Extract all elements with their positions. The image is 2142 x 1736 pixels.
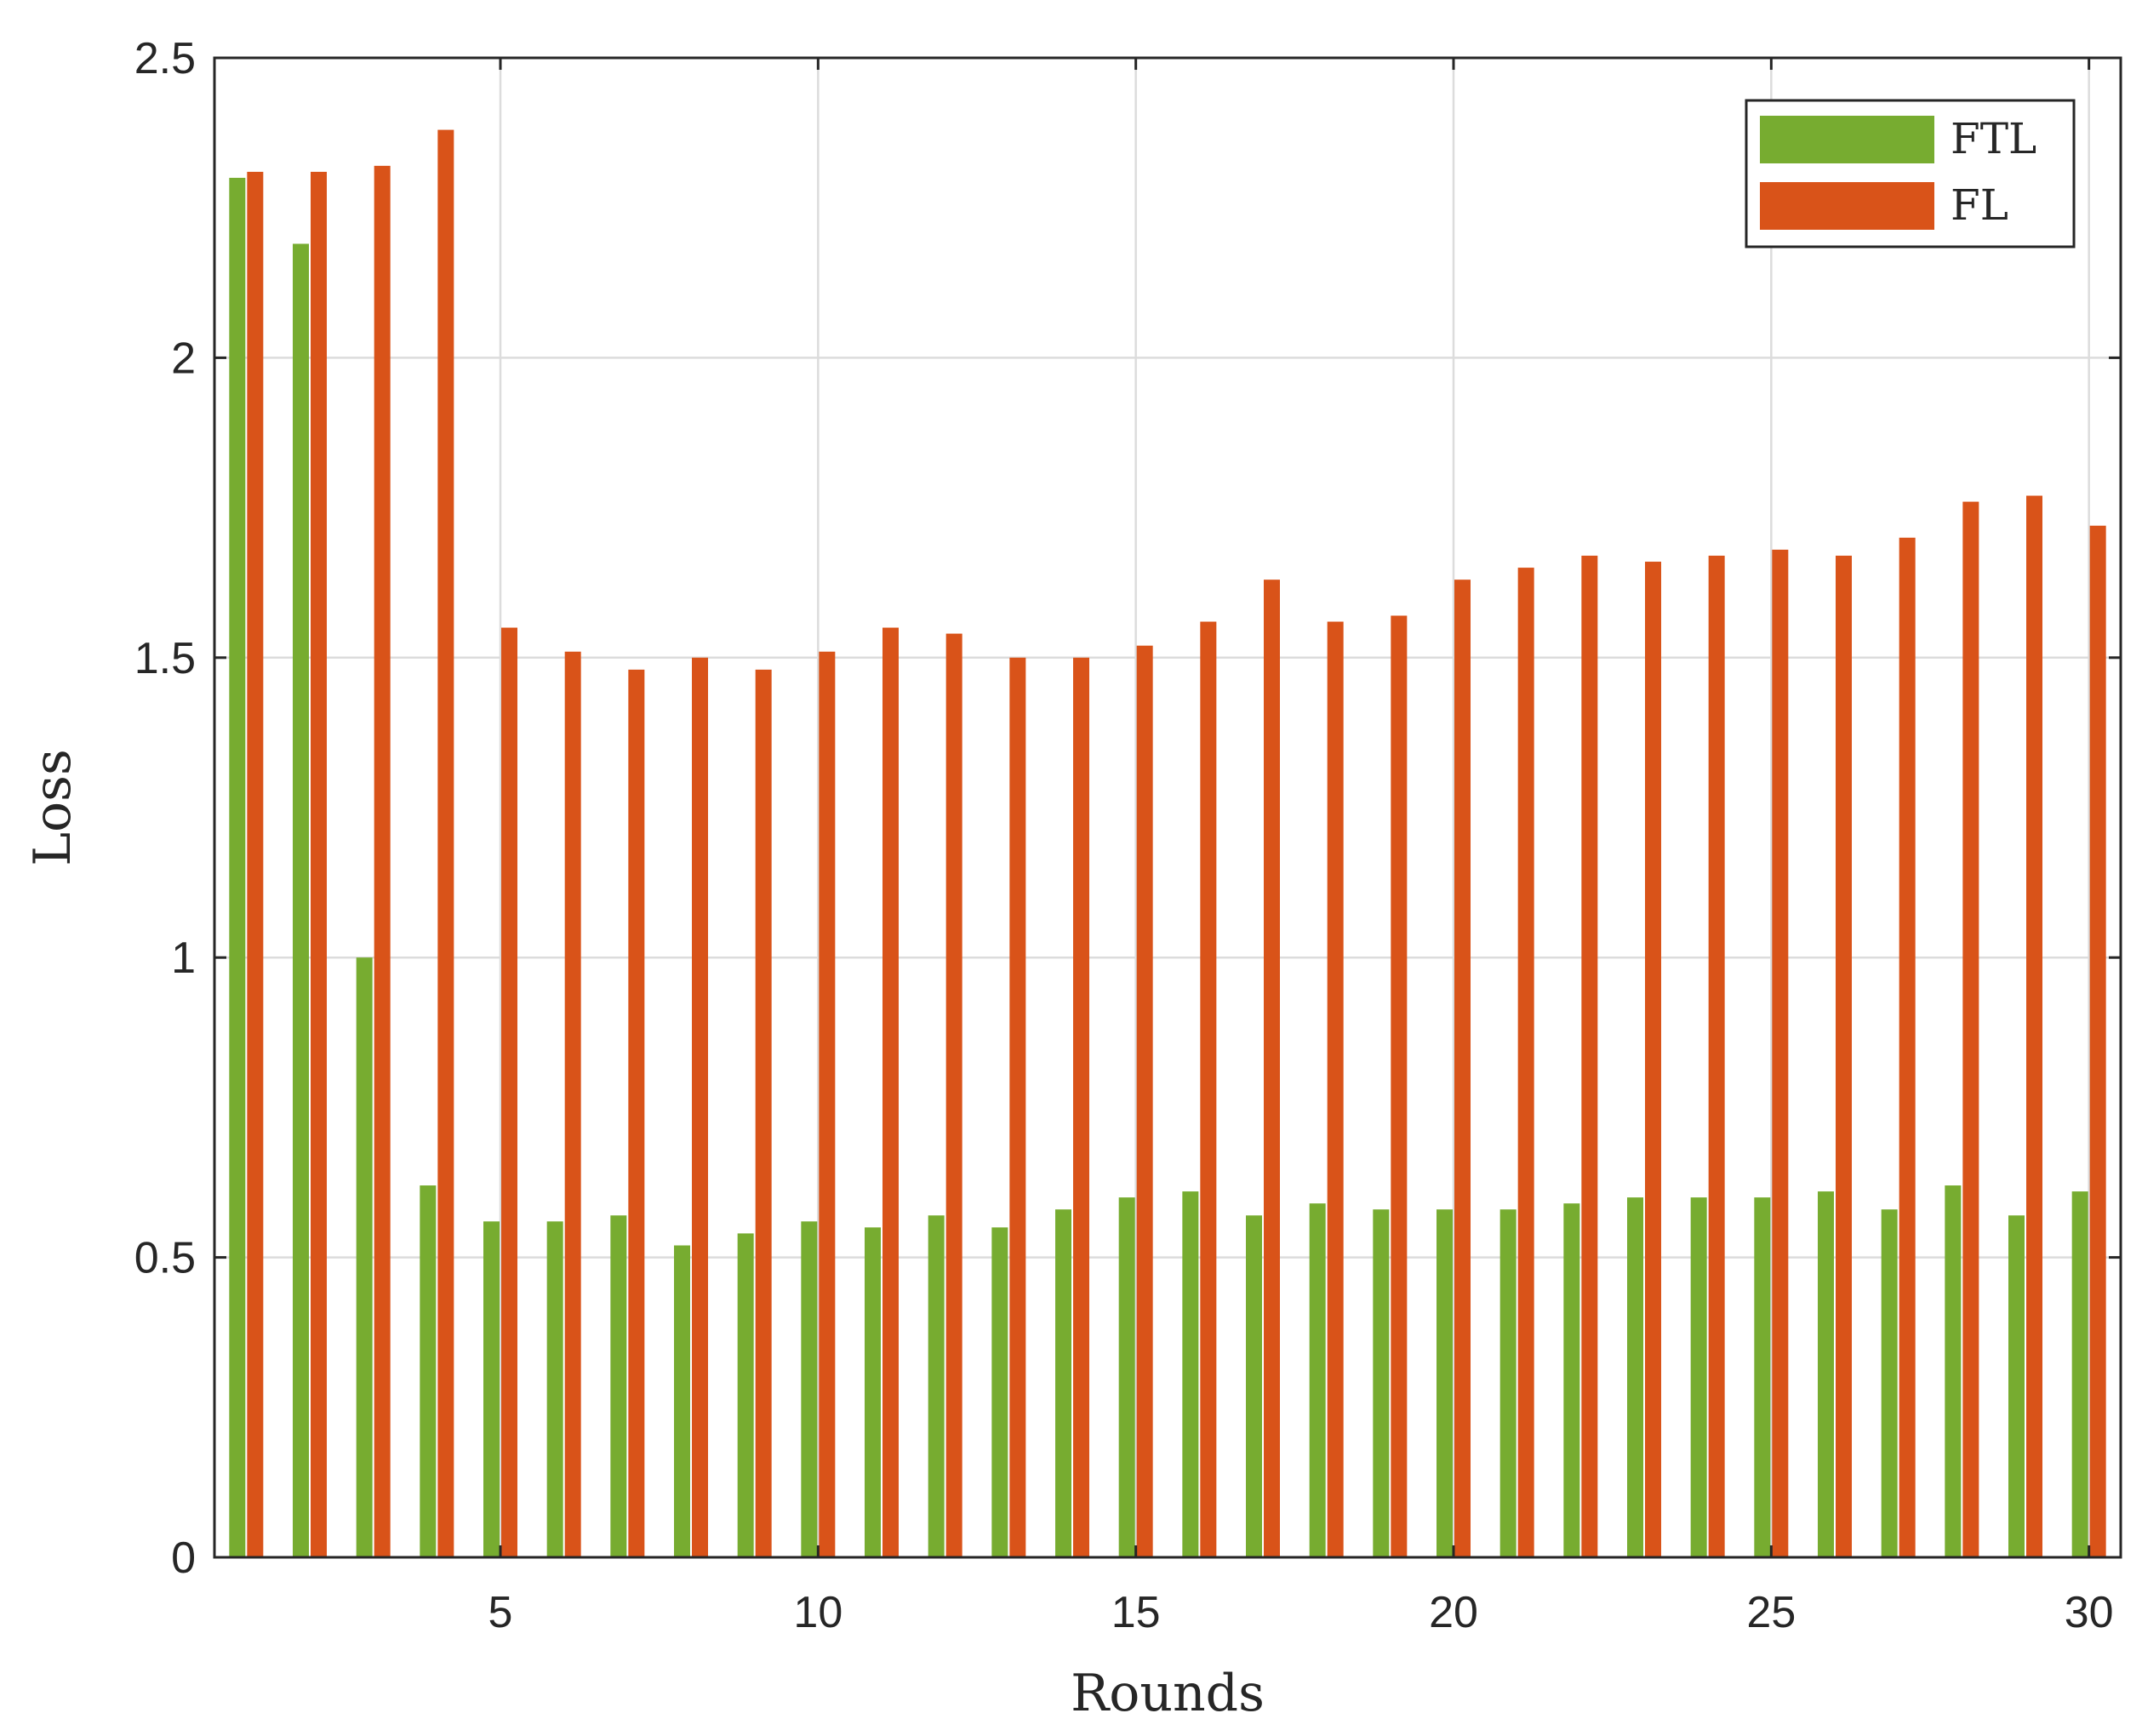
bar-ftl-1 (229, 177, 246, 1558)
bar-ftl-10 (801, 1221, 818, 1557)
bar-fl-26 (1836, 555, 1852, 1557)
bar-fl-7 (628, 669, 645, 1557)
bar-ftl-11 (865, 1227, 881, 1557)
bar-ftl-15 (1118, 1197, 1135, 1557)
bar-fl-9 (755, 669, 772, 1557)
bar-fl-10 (819, 651, 836, 1558)
bar-fl-16 (1200, 621, 1217, 1558)
bar-fl-5 (501, 627, 517, 1557)
bar-fl-30 (2089, 525, 2106, 1557)
bar-fl-29 (2026, 495, 2042, 1557)
bar-fl-8 (692, 657, 708, 1557)
bar-fl-6 (564, 651, 581, 1558)
bar-ftl-2 (293, 243, 309, 1557)
y-tick-label: 0 (171, 1533, 196, 1583)
legend-swatch-ftl (1760, 116, 1934, 163)
x-tick-label: 25 (1746, 1588, 1796, 1637)
x-tick-label: 15 (1111, 1588, 1161, 1637)
legend-label-ftl: FTL (1951, 114, 2036, 163)
bar-ftl-25 (1754, 1197, 1771, 1557)
y-tick-label: 0.5 (134, 1234, 196, 1283)
bar-ftl-26 (1818, 1191, 1834, 1557)
bar-fl-18 (1327, 621, 1344, 1558)
bar-fl-21 (1517, 568, 1534, 1557)
y-axis-title: Loss (23, 749, 83, 866)
legend: FTL FL (1745, 99, 2076, 248)
bar-ftl-20 (1437, 1209, 1453, 1557)
bar-fl-25 (1772, 549, 1789, 1557)
bar-ftl-30 (2071, 1191, 2088, 1557)
bar-ftl-24 (1690, 1197, 1707, 1557)
x-axis-title: Rounds (1071, 1664, 1265, 1723)
bar-fl-22 (1581, 555, 1598, 1557)
bar-ftl-4 (420, 1185, 437, 1557)
bar-ftl-6 (546, 1221, 563, 1557)
y-tick-label: 1 (171, 934, 196, 983)
bar-fl-27 (1899, 537, 1916, 1557)
bar-ftl-3 (356, 957, 373, 1557)
bar-fl-1 (247, 171, 264, 1558)
bar-fl-2 (311, 171, 327, 1558)
bar-ftl-27 (1881, 1209, 1898, 1557)
bar-ftl-8 (674, 1245, 690, 1557)
bar-fl-17 (1264, 580, 1280, 1557)
bar-fl-11 (883, 627, 899, 1557)
bar-fl-12 (945, 633, 962, 1558)
bar-fl-20 (1454, 580, 1471, 1557)
bar-fl-15 (1136, 645, 1153, 1557)
bar-ftl-29 (2008, 1215, 2025, 1557)
bar-fl-24 (1708, 555, 1725, 1557)
x-tick-label: 30 (2065, 1588, 2114, 1637)
bar-fl-13 (1009, 657, 1026, 1557)
bar-ftl-9 (737, 1233, 754, 1557)
bar-ftl-28 (1945, 1185, 1962, 1557)
bar-fl-19 (1391, 615, 1408, 1557)
bar-ftl-17 (1246, 1215, 1262, 1557)
bar-ftl-23 (1627, 1197, 1643, 1557)
bar-ftl-18 (1309, 1203, 1326, 1557)
bar-ftl-7 (610, 1215, 627, 1557)
bar-fl-4 (437, 129, 454, 1557)
bar-marks (229, 129, 2106, 1558)
bar-fl-28 (1962, 501, 1979, 1557)
bar-ftl-19 (1373, 1209, 1390, 1557)
x-tick-label: 10 (793, 1588, 843, 1637)
bar-ftl-5 (483, 1221, 500, 1557)
grid-lines (214, 56, 2121, 1559)
bar-ftl-13 (991, 1227, 1008, 1557)
axis-ticks: 5 10 15 20 25 30 0 0.5 1 1.5 2 2.5 (134, 34, 2121, 1637)
legend-swatch-fl (1760, 182, 1934, 230)
x-tick-label: 5 (488, 1588, 513, 1637)
bar-fl-14 (1073, 657, 1089, 1557)
y-tick-label: 2 (171, 334, 196, 383)
bar-ftl-14 (1055, 1209, 1071, 1557)
bar-fl-23 (1645, 562, 1661, 1557)
bar-ftl-22 (1563, 1203, 1580, 1557)
y-tick-label: 2.5 (134, 34, 196, 83)
bar-ftl-16 (1182, 1191, 1199, 1557)
bar-fl-3 (374, 165, 391, 1557)
plot-frame (213, 56, 2122, 1559)
bar-ftl-12 (928, 1215, 945, 1557)
bar-ftl-21 (1499, 1209, 1517, 1557)
x-tick-label: 20 (1429, 1588, 1478, 1637)
legend-label-fl: FL (1951, 180, 2008, 230)
y-tick-label: 1.5 (134, 634, 196, 683)
